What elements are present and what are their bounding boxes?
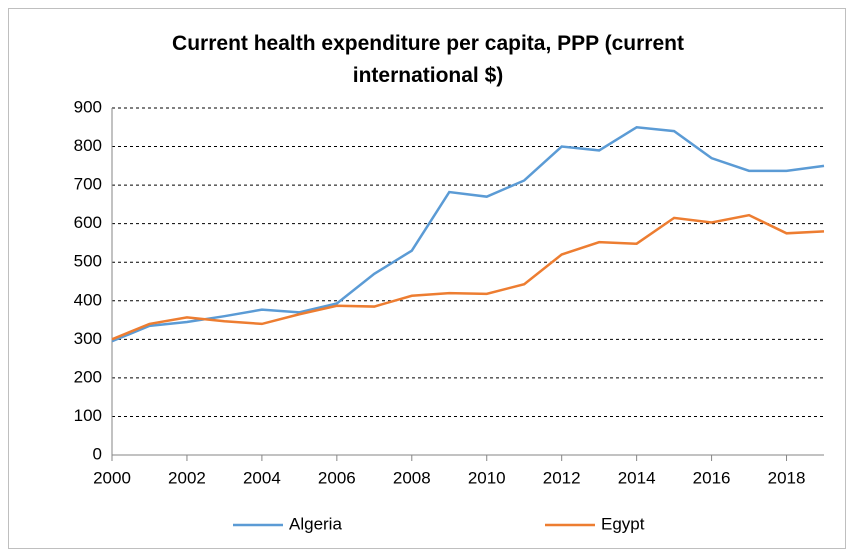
x-tick-label: 2010	[468, 468, 506, 487]
x-tick-label: 2014	[618, 468, 656, 487]
y-tick-label: 700	[74, 175, 102, 194]
y-tick-label: 200	[74, 367, 102, 386]
y-tick-label: 800	[74, 136, 102, 155]
x-tick-label: 2000	[93, 468, 131, 487]
chart-frame	[8, 8, 846, 549]
y-tick-label: 600	[74, 213, 102, 232]
y-tick-label: 300	[74, 329, 102, 348]
y-tick-label: 500	[74, 252, 102, 271]
x-tick-label: 2004	[243, 468, 281, 487]
x-tick-label: 2018	[768, 468, 806, 487]
x-tick-label: 2012	[543, 468, 581, 487]
y-tick-label: 100	[74, 406, 102, 425]
y-tick-label: 900	[74, 97, 102, 116]
series-line	[111, 213, 825, 341]
x-tick-label: 2016	[693, 468, 731, 487]
x-tick-label: 2002	[168, 468, 206, 487]
legend-label: Egypt	[601, 514, 645, 533]
y-tick-label: 400	[74, 290, 102, 309]
chart-title: Current health expenditure per capita, P…	[172, 32, 684, 87]
legend-label: Algeria	[289, 514, 342, 533]
y-tick-label: 0	[93, 444, 102, 463]
series-line	[111, 125, 825, 343]
x-tick-label: 2006	[318, 468, 356, 487]
x-tick-label: 2008	[393, 468, 431, 487]
